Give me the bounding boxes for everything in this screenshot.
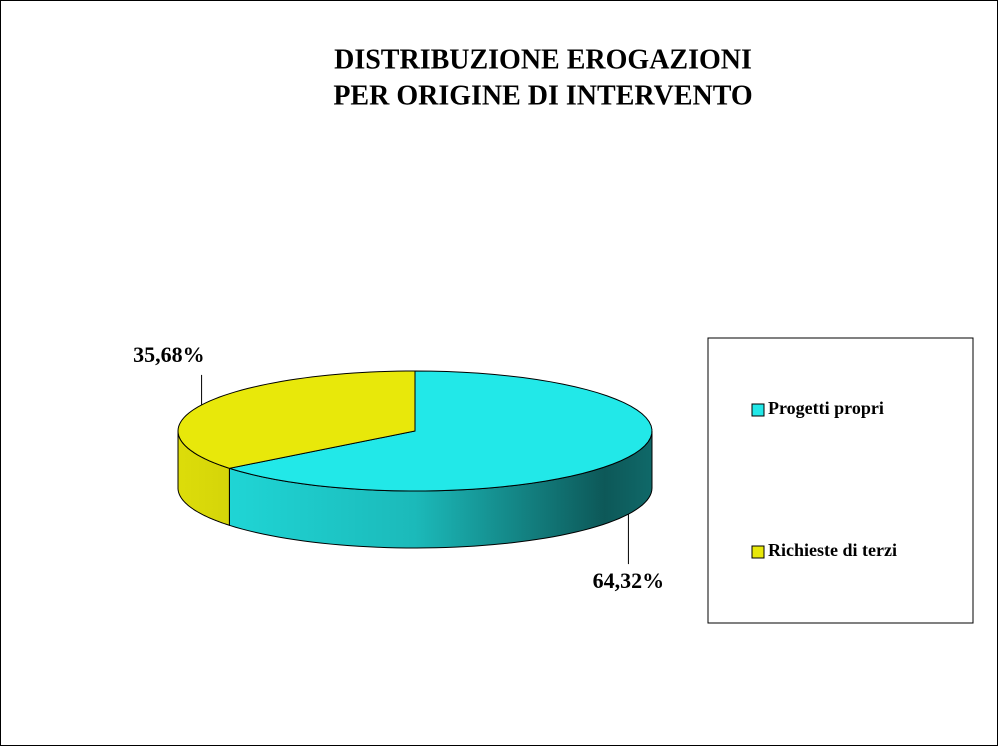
- data-label: 35,68%: [133, 342, 205, 367]
- chart-title: PER ORIGINE DI INTERVENTO: [333, 80, 752, 111]
- legend-label: Richieste di terzi: [768, 540, 897, 560]
- legend-swatch: [751, 545, 765, 559]
- legend-label: Progetti propri: [768, 398, 884, 418]
- slice-top: [177, 370, 416, 469]
- slice-shade: [178, 431, 230, 526]
- slice-top: [229, 370, 653, 492]
- chart-title: DISTRIBUZIONE EROGAZIONI: [334, 44, 752, 75]
- data-label: 64,32%: [593, 568, 665, 593]
- legend-box: [707, 337, 974, 624]
- legend-swatch: [751, 403, 765, 417]
- slice-shade: [229, 431, 652, 548]
